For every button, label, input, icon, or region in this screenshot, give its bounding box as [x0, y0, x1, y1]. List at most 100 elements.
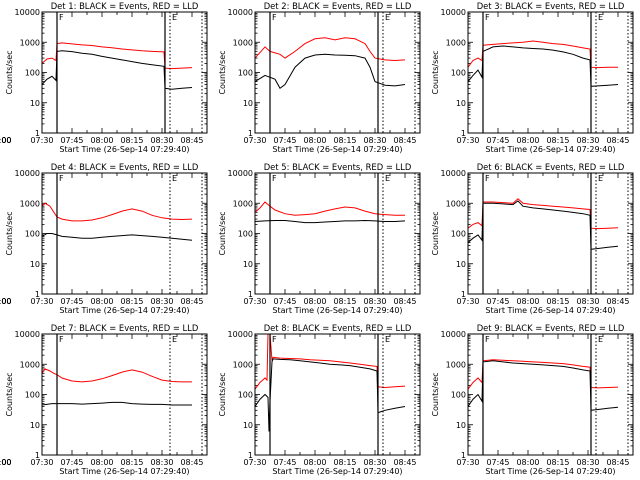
x-tick-label: 08:30: [363, 136, 386, 145]
y-tick-label: 10: [243, 260, 253, 269]
x-tick-label: 08:30: [150, 136, 173, 145]
series-line-events: [467, 45, 619, 87]
x-tick-label: 07:45: [273, 458, 296, 467]
chart-title: Det 1: BLACK = Events, RED = LLD: [51, 1, 199, 11]
marker-label: F: [59, 174, 64, 183]
x-tick-label: 08:00: [303, 136, 326, 145]
x-tick-label: 08:45: [180, 458, 203, 467]
x-tick-label: 08:00: [303, 458, 326, 467]
plot-frame: [254, 172, 421, 295]
x-tick-label: 09:00: [0, 458, 12, 467]
x-tick-label: 08:45: [180, 297, 203, 306]
y-tick-label: 10000: [441, 8, 466, 17]
y-tick-label: 100: [451, 391, 466, 400]
plot-frame: [467, 172, 634, 295]
series-line-events: [41, 233, 193, 241]
chart-title: Det 5: BLACK = Events, RED = LLD: [264, 162, 412, 172]
marker-label: F: [272, 335, 277, 344]
x-axis-label: Start Time (26-Sep-14 07:29:40): [272, 145, 402, 154]
x-tick-label: 07:30: [243, 136, 266, 145]
x-tick-label: 08:30: [576, 297, 599, 306]
x-tick-label: 09:00: [0, 297, 12, 306]
x-tick-label: 08:45: [606, 136, 629, 145]
x-tick-label: 08:30: [576, 136, 599, 145]
x-tick-label: 08:15: [120, 297, 143, 306]
chart-panel-3: Det 3: BLACK = Events, RED = LLD11010010…: [0, 1, 634, 154]
y-tick-label: 10000: [228, 8, 253, 17]
series-line-lld: [41, 202, 193, 222]
chart-title: Det 6: BLACK = Events, RED = LLD: [477, 162, 625, 172]
y-axis-label: Counts/sec: [431, 211, 440, 255]
plot-frame: [254, 11, 421, 134]
marker-label: F: [272, 174, 277, 183]
y-tick-label: 10: [456, 99, 466, 108]
marker-label: F: [59, 335, 64, 344]
x-tick-label: 07:45: [486, 136, 509, 145]
chart-panel-8: Det 8: BLACK = Events, RED = LLD11010010…: [0, 323, 421, 476]
y-tick-label: 1000: [20, 38, 40, 47]
x-axis-label: Start Time (26-Sep-14 07:29:40): [59, 306, 189, 315]
y-tick-label: 100: [238, 391, 253, 400]
y-tick-label: 1: [248, 290, 253, 299]
marker-label: E: [598, 174, 603, 183]
x-tick-label: 08:00: [90, 136, 113, 145]
x-axis-label: Start Time (26-Sep-14 07:29:40): [272, 467, 402, 476]
x-tick-label: 08:45: [393, 458, 416, 467]
y-tick-label: 1: [35, 451, 40, 460]
x-tick-label: 07:45: [273, 136, 296, 145]
x-tick-label: 09:00: [0, 136, 12, 145]
x-tick-label: 07:45: [486, 297, 509, 306]
series-line-events: [254, 53, 406, 90]
x-axis-label: Start Time (26-Sep-14 07:29:40): [272, 306, 402, 315]
x-tick-label: 09:00: [0, 136, 12, 145]
marker-label: E: [598, 335, 603, 344]
x-tick-label: 08:00: [90, 297, 113, 306]
marker-label: F: [59, 13, 64, 22]
marker-label: E: [385, 174, 390, 183]
x-tick-label: 09:00: [0, 136, 12, 145]
x-tick-label: 08:30: [576, 458, 599, 467]
y-axis-label: Counts/sec: [5, 50, 14, 94]
marker-label: E: [172, 13, 177, 22]
x-tick-label: 08:45: [393, 136, 416, 145]
y-tick-label: 10: [243, 99, 253, 108]
y-axis-label: Counts/sec: [218, 50, 227, 94]
y-tick-label: 1: [461, 129, 466, 138]
x-tick-label: 08:45: [606, 297, 629, 306]
y-tick-label: 1: [461, 290, 466, 299]
x-tick-label: 08:45: [606, 458, 629, 467]
y-tick-label: 10: [30, 260, 40, 269]
y-tick-label: 100: [238, 230, 253, 239]
plot-frame: [41, 333, 208, 456]
chart-title: Det 2: BLACK = Events, RED = LLD: [264, 1, 412, 11]
y-tick-label: 100: [25, 391, 40, 400]
x-tick-label: 08:15: [333, 136, 356, 145]
y-tick-label: 10000: [441, 330, 466, 339]
marker-label: E: [598, 13, 603, 22]
y-tick-label: 1: [248, 129, 253, 138]
x-tick-label: 08:30: [150, 297, 173, 306]
y-axis-label: Counts/sec: [218, 211, 227, 255]
x-tick-label: 07:45: [60, 136, 83, 145]
chart-title: Det 7: BLACK = Events, RED = LLD: [51, 323, 199, 333]
y-tick-label: 10000: [15, 8, 40, 17]
chart-panel-2: Det 2: BLACK = Events, RED = LLD11010010…: [0, 1, 421, 154]
x-tick-label: 07:30: [30, 458, 53, 467]
chart-title: Det 9: BLACK = Events, RED = LLD: [477, 323, 625, 333]
marker-label: E: [172, 174, 177, 183]
y-tick-label: 10000: [228, 330, 253, 339]
y-tick-label: 1: [35, 129, 40, 138]
y-tick-label: 100: [25, 69, 40, 78]
plot-frame: [41, 172, 208, 295]
x-axis-label: Start Time (26-Sep-14 07:29:40): [485, 145, 615, 154]
y-tick-label: 1000: [233, 38, 253, 47]
series-line-events: [254, 358, 406, 432]
y-tick-label: 100: [451, 230, 466, 239]
y-tick-label: 100: [238, 69, 253, 78]
plot-frame: [41, 11, 208, 134]
y-tick-label: 10: [30, 99, 40, 108]
x-tick-label: 08:15: [333, 297, 356, 306]
x-tick-label: 09:00: [0, 297, 12, 306]
x-tick-label: 07:45: [60, 297, 83, 306]
x-tick-label: 08:00: [516, 458, 539, 467]
